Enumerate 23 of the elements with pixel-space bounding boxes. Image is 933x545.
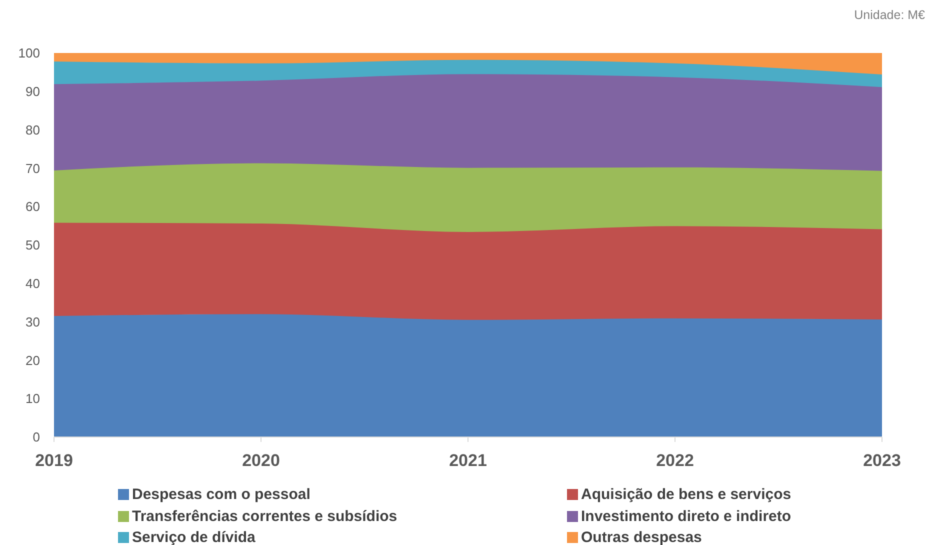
x-tick-label: 2020 [242,451,280,470]
y-tick-label: 60 [26,199,40,214]
y-tick-label: 40 [26,276,40,292]
y-tick-label: 70 [26,160,40,176]
x-tick-label: 2021 [449,451,487,470]
legend-label: Aquisição de bens e serviços [581,486,792,504]
y-tick-label: 90 [26,84,40,100]
y-tick-label: 50 [26,238,40,253]
y-tick-label: 0 [32,430,40,445]
x-tick-label: 2019 [35,451,73,470]
legend-label: Despesas com o pessoal [132,486,310,504]
x-tick-label: 2023 [863,451,901,470]
legend-label: Outras despesas [581,529,702,545]
y-tick-label: 20 [26,352,40,368]
y-tick-label: 10 [26,391,40,406]
y-tick-label: 100 [18,46,40,61]
y-tick-label: 30 [26,314,40,330]
legend-label: Transferências correntes e subsídios [132,508,398,525]
text: Unidade: M€ [854,8,925,22]
legend-label: Investimento direto e indireto [581,508,792,525]
x-tick-label: 2022 [656,451,694,470]
y-tick-label: 80 [26,122,40,138]
legend-label: Serviço de dívida [132,529,256,545]
